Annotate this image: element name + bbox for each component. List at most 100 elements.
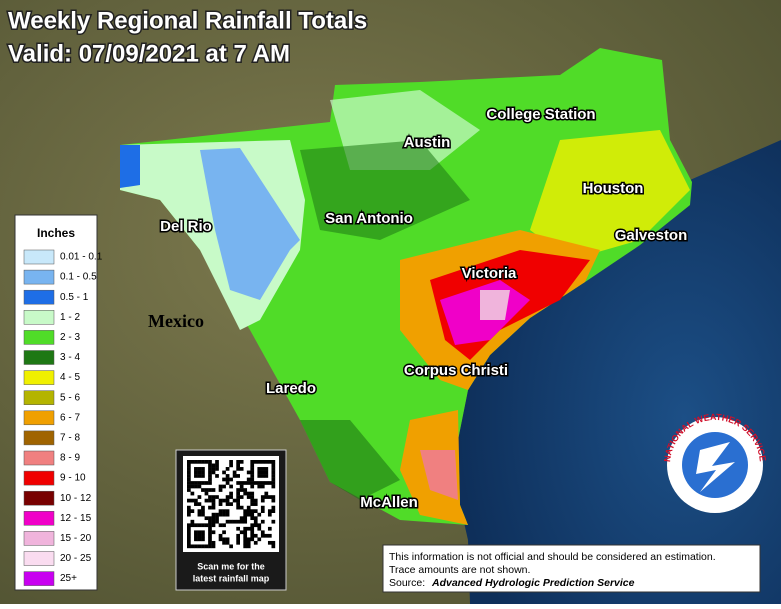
qr-module — [211, 540, 216, 545]
qr-module — [187, 467, 191, 471]
qr-module — [201, 481, 205, 485]
qr-module — [222, 484, 226, 489]
qr-module — [236, 474, 240, 478]
qr-module — [215, 467, 219, 471]
qr-module — [232, 474, 237, 478]
disclaimer-line: This information is not official and sho… — [389, 551, 716, 563]
qr-module — [236, 481, 240, 485]
qr-module — [187, 526, 191, 531]
legend-label: 9 - 10 — [60, 473, 86, 484]
logo-core — [682, 432, 748, 498]
qr-module — [211, 467, 216, 471]
qr-module — [218, 488, 223, 492]
qr-module — [260, 460, 265, 464]
qr-module — [225, 540, 230, 545]
qr-module — [211, 512, 216, 517]
qr-module — [264, 470, 269, 475]
qr-module — [194, 467, 198, 471]
qr-module — [257, 484, 262, 489]
qr-module — [264, 533, 269, 538]
qr-module — [250, 481, 255, 485]
qr-module — [271, 484, 276, 489]
qr-module — [246, 540, 251, 545]
qr-module — [218, 498, 223, 503]
qr-module — [243, 540, 248, 545]
qr-module — [239, 519, 244, 524]
qr-module — [229, 495, 233, 499]
qr-module — [267, 533, 272, 538]
qr-module — [201, 537, 205, 542]
qr-module — [239, 495, 244, 499]
legend-swatch — [23, 531, 55, 546]
legend-swatch — [23, 269, 55, 285]
legend-swatch — [23, 430, 55, 446]
qr-module — [218, 484, 223, 489]
qr-module — [229, 463, 233, 468]
qr-module — [194, 460, 198, 464]
qr-module — [236, 533, 240, 538]
qr-module — [260, 470, 265, 475]
qr-module — [260, 505, 265, 510]
qr-module — [197, 530, 202, 535]
qr-module — [187, 463, 191, 468]
qr-module — [253, 498, 258, 503]
qr-module — [187, 474, 191, 478]
qr-module — [271, 495, 276, 499]
qr-module — [197, 509, 202, 513]
qr-caption: Scan me for the — [197, 561, 265, 571]
qr-module — [201, 544, 205, 549]
qr-module — [208, 488, 212, 492]
logo-bolt — [696, 442, 735, 492]
qr-module — [250, 502, 255, 506]
qr-module — [204, 516, 209, 521]
qr-module — [204, 481, 209, 485]
qr-module — [187, 523, 191, 528]
qr-module — [197, 484, 202, 489]
qr-module — [211, 470, 216, 475]
qr-module — [201, 523, 205, 528]
qr-module — [187, 537, 191, 542]
qr-module — [253, 460, 258, 464]
city-label: Houston — [583, 180, 644, 197]
qr-module — [243, 533, 248, 538]
qr-module — [201, 470, 205, 475]
qr-module — [239, 481, 244, 485]
qr-module — [260, 481, 265, 485]
qr-module — [187, 470, 191, 475]
qr-caption: latest rainfall map — [193, 573, 270, 583]
qr-module — [190, 491, 195, 496]
qr-module — [194, 502, 198, 506]
qr-module — [260, 533, 265, 538]
legend-title: Inches — [37, 226, 75, 240]
qr-module — [225, 537, 230, 542]
qr-module — [264, 495, 269, 499]
qr-module — [246, 526, 251, 531]
qr-module — [211, 544, 216, 549]
qr-module — [229, 491, 233, 496]
qr-module — [257, 526, 262, 531]
qr-module — [197, 460, 202, 464]
qr-module — [229, 477, 233, 482]
qr-module — [222, 512, 226, 517]
qr-module — [257, 474, 262, 478]
qr-module — [201, 509, 205, 513]
qr-module — [260, 474, 265, 478]
qr-module — [201, 488, 205, 492]
qr-module — [218, 509, 223, 513]
legend-swatch — [23, 490, 55, 506]
legend-label: 4 - 5 — [60, 372, 80, 383]
qr-module — [225, 474, 230, 478]
qr-module — [211, 488, 216, 492]
legend-swatch — [23, 370, 55, 385]
city-label: Austin — [404, 134, 451, 151]
qr-module — [215, 512, 219, 517]
qr-module — [225, 512, 230, 517]
qr-module — [218, 502, 223, 506]
qr-module — [201, 467, 205, 471]
qr-module — [271, 505, 276, 510]
qr-module — [190, 498, 195, 503]
qr-module — [194, 498, 198, 503]
qr-module — [243, 509, 248, 513]
qr-module — [243, 544, 248, 549]
qr-module — [260, 509, 265, 513]
